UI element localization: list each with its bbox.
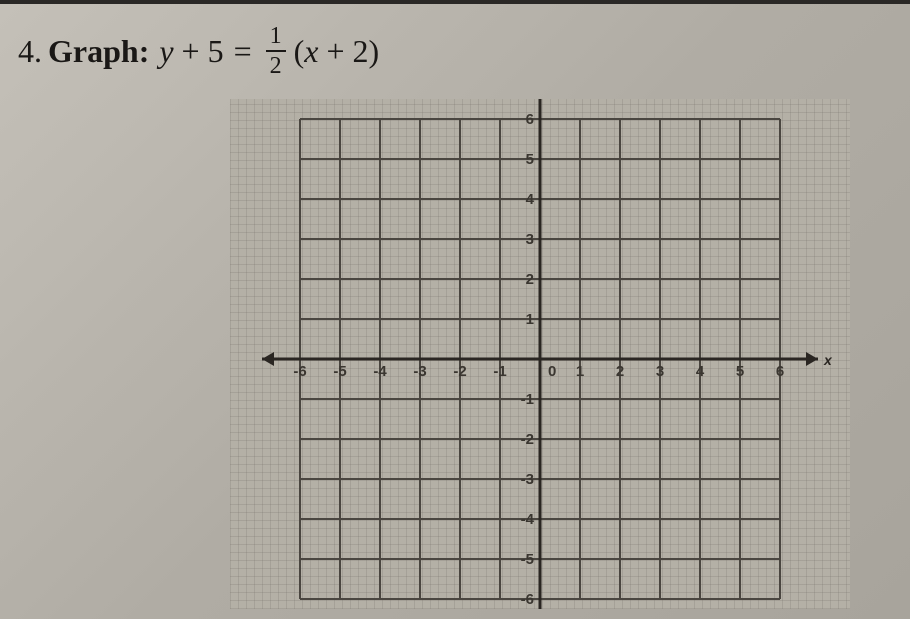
svg-text:x: x bbox=[823, 352, 833, 368]
coordinate-grid: -6 -5 -4 -3 -2 -1 0 1 2 3 4 5 6 6 5 4 3 2 1 -1 -2 -3 -4 -5 -6 xy bbox=[230, 99, 850, 609]
axis-labels: xy bbox=[547, 99, 833, 368]
svg-text:-3: -3 bbox=[521, 471, 534, 488]
svg-text:4: 4 bbox=[696, 363, 705, 380]
problem-label: Graph: bbox=[48, 33, 149, 70]
eq-frac-num: 1 bbox=[266, 24, 286, 50]
grid-svg: -6 -5 -4 -3 -2 -1 0 1 2 3 4 5 6 6 5 4 3 2 1 -1 -2 -3 -4 -5 -6 xy bbox=[230, 99, 850, 609]
svg-text:0: 0 bbox=[548, 363, 556, 380]
axes bbox=[262, 99, 818, 609]
svg-text:-4: -4 bbox=[373, 363, 387, 380]
eq-rhs-const: 2 bbox=[353, 33, 369, 70]
svg-text:-2: -2 bbox=[521, 431, 534, 448]
svg-text:6: 6 bbox=[526, 111, 534, 128]
svg-text:2: 2 bbox=[526, 271, 534, 288]
svg-text:-6: -6 bbox=[521, 591, 534, 608]
svg-text:5: 5 bbox=[736, 363, 744, 380]
svg-text:-1: -1 bbox=[521, 391, 534, 408]
eq-equals: = bbox=[234, 33, 252, 70]
problem-number: 4. bbox=[18, 33, 42, 70]
eq-rhs-close: ) bbox=[369, 33, 380, 70]
svg-text:-2: -2 bbox=[453, 363, 466, 380]
eq-lhs-op: + bbox=[182, 33, 200, 70]
eq-rhs-open: ( bbox=[294, 33, 305, 70]
svg-text:2: 2 bbox=[616, 363, 624, 380]
svg-text:3: 3 bbox=[656, 363, 664, 380]
eq-rhs-var: x bbox=[304, 33, 318, 70]
problem-prompt: 4. Graph: y + 5 = 1 2 ( x + 2 ) bbox=[18, 24, 379, 78]
svg-text:-5: -5 bbox=[521, 551, 534, 568]
eq-rhs-op: + bbox=[327, 33, 345, 70]
svg-text:-4: -4 bbox=[521, 511, 535, 528]
equation: y + 5 = 1 2 ( x + 2 ) bbox=[159, 24, 379, 78]
eq-lhs-var: y bbox=[159, 33, 173, 70]
eq-fraction: 1 2 bbox=[266, 24, 286, 78]
svg-text:1: 1 bbox=[526, 311, 534, 328]
eq-frac-den: 2 bbox=[266, 50, 286, 78]
svg-text:6: 6 bbox=[776, 363, 784, 380]
eq-lhs-const: 5 bbox=[208, 33, 224, 70]
svg-text:4: 4 bbox=[526, 191, 535, 208]
svg-text:-1: -1 bbox=[493, 363, 506, 380]
worksheet-page: 4. Graph: y + 5 = 1 2 ( x + 2 ) -6 -5 -4 -3… bbox=[0, 0, 910, 619]
svg-text:-5: -5 bbox=[333, 363, 346, 380]
svg-text:5: 5 bbox=[526, 151, 534, 168]
svg-text:1: 1 bbox=[576, 363, 584, 380]
svg-text:3: 3 bbox=[526, 231, 534, 248]
svg-text:-3: -3 bbox=[413, 363, 426, 380]
svg-text:-6: -6 bbox=[293, 363, 306, 380]
